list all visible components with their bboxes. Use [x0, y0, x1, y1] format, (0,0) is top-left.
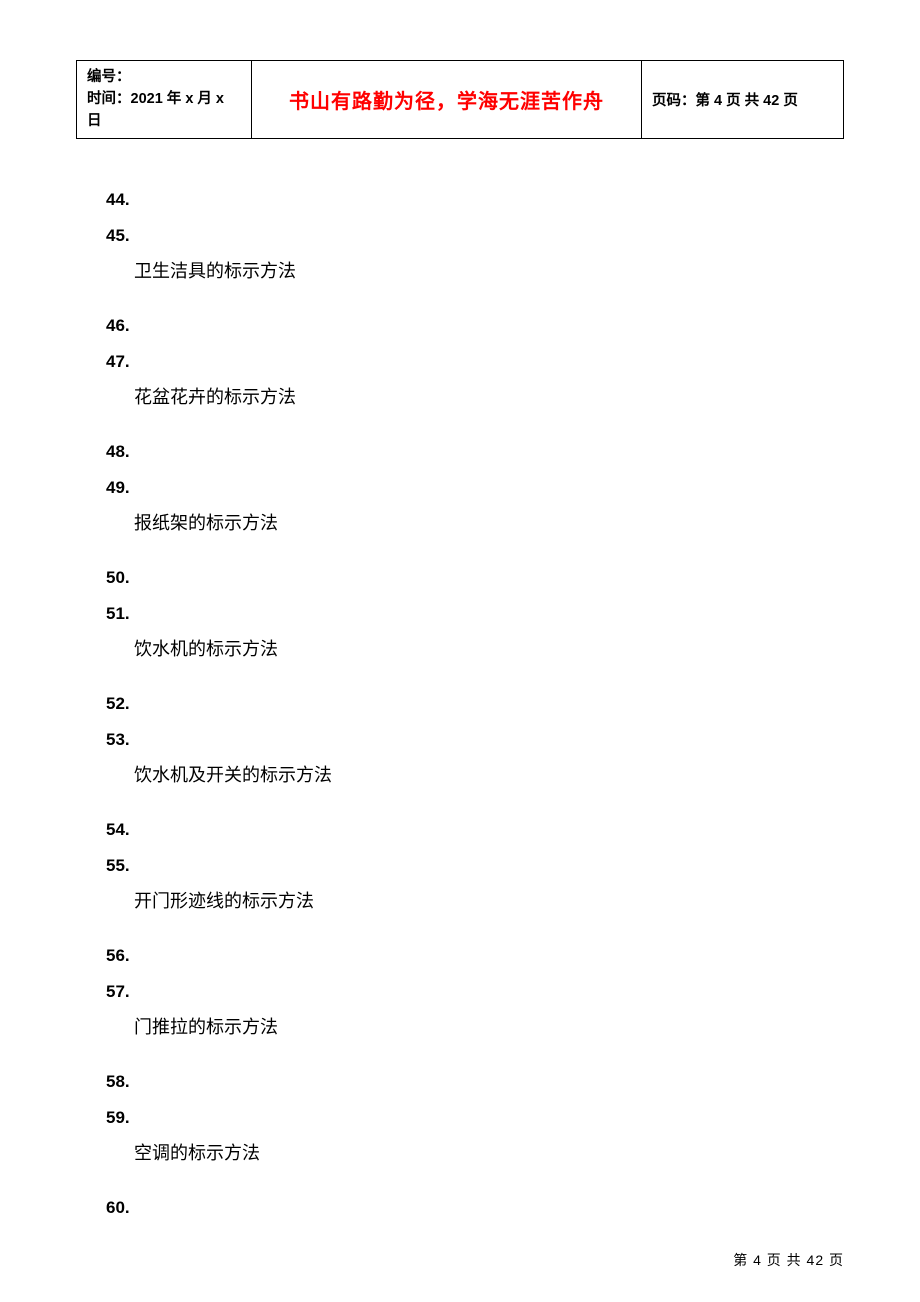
item-text: 花盆花卉的标示方法 [106, 384, 844, 411]
item-number: 51. [106, 601, 844, 627]
item-text: 门推拉的标示方法 [106, 1014, 844, 1041]
item-number: 49. [106, 475, 844, 501]
item-number: 45. [106, 223, 844, 249]
item-text: 开门形迹线的标示方法 [106, 888, 844, 915]
item-number: 54. [106, 817, 844, 843]
content-area: 44. 45. 卫生洁具的标示方法 46. 47. 花盆花卉的标示方法 48. … [76, 187, 844, 1221]
page-container: 编号： 时间：2021 年 x 月 x 日 书山有路勤为径，学海无涯苦作舟 页码… [0, 0, 920, 1302]
header-meta-cell: 编号： 时间：2021 年 x 月 x 日 [77, 61, 252, 139]
item-number: 55. [106, 853, 844, 879]
item-text: 饮水机及开关的标示方法 [106, 762, 844, 789]
item-number: 53. [106, 727, 844, 753]
header-table: 编号： 时间：2021 年 x 月 x 日 书山有路勤为径，学海无涯苦作舟 页码… [76, 60, 844, 139]
item-text: 报纸架的标示方法 [106, 510, 844, 537]
item-number: 59. [106, 1105, 844, 1131]
item-text: 饮水机的标示方法 [106, 636, 844, 663]
motto-text: 书山有路勤为径，学海无涯苦作舟 [289, 91, 604, 113]
item-number: 46. [106, 313, 844, 339]
header-motto-cell: 书山有路勤为径，学海无涯苦作舟 [252, 61, 642, 139]
item-number: 56. [106, 943, 844, 969]
item-number: 60. [106, 1195, 844, 1221]
footer-page-number: 第 4 页 共 42 页 [733, 1250, 844, 1270]
item-number: 47. [106, 349, 844, 375]
item-number: 44. [106, 187, 844, 213]
date-label: 时间：2021 年 x 月 x 日 [87, 89, 241, 133]
page-label: 页码：第 4 页 共 42 页 [652, 93, 798, 109]
item-number: 50. [106, 565, 844, 591]
item-number: 48. [106, 439, 844, 465]
item-number: 58. [106, 1069, 844, 1095]
item-text: 空调的标示方法 [106, 1140, 844, 1167]
item-number: 52. [106, 691, 844, 717]
item-text: 卫生洁具的标示方法 [106, 258, 844, 285]
item-number: 57. [106, 979, 844, 1005]
header-page-cell: 页码：第 4 页 共 42 页 [642, 61, 844, 139]
number-label: 编号： [87, 67, 241, 89]
